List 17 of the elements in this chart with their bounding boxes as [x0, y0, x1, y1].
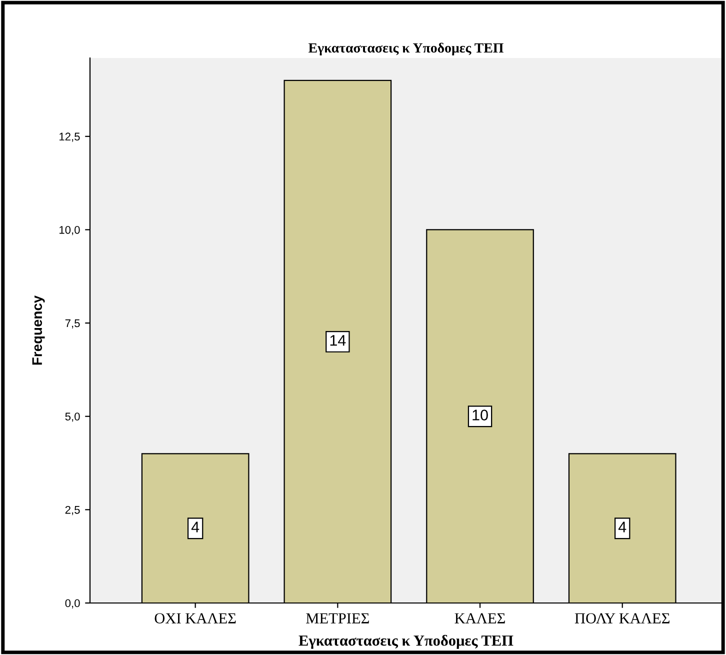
x-tick-label: ΚΑΛΕΣ: [454, 613, 505, 624]
data-label: 4: [191, 522, 200, 532]
x-axis-title: Εγκαταστασεις κ Υποδομες ΤΕΠ: [298, 634, 514, 649]
x-tick-label: ΠΟΛΥ ΚΑΛΕΣ: [574, 613, 670, 624]
y-tick-label: 7,5: [65, 319, 80, 328]
x-tick-label: ΟΧΙ ΚΑΛΕΣ: [154, 613, 236, 624]
y-tick-label: 2,5: [65, 506, 80, 516]
y-tick-label: 10,0: [60, 226, 80, 236]
x-tick-label: ΜΕΤΡΙΕΣ: [306, 613, 369, 624]
y-tick-label: 5,0: [65, 412, 80, 422]
chart-title: Εγκαταστασεις κ Υποδομες ΤΕΠ: [308, 42, 504, 56]
y-axis-title: Frequency: [32, 295, 45, 365]
data-label: 4: [618, 522, 626, 532]
y-tick-label: 12,5: [60, 132, 80, 142]
y-tick-label: 0,0: [65, 599, 80, 608]
data-label: 10: [472, 410, 488, 420]
data-label: 14: [330, 335, 346, 346]
